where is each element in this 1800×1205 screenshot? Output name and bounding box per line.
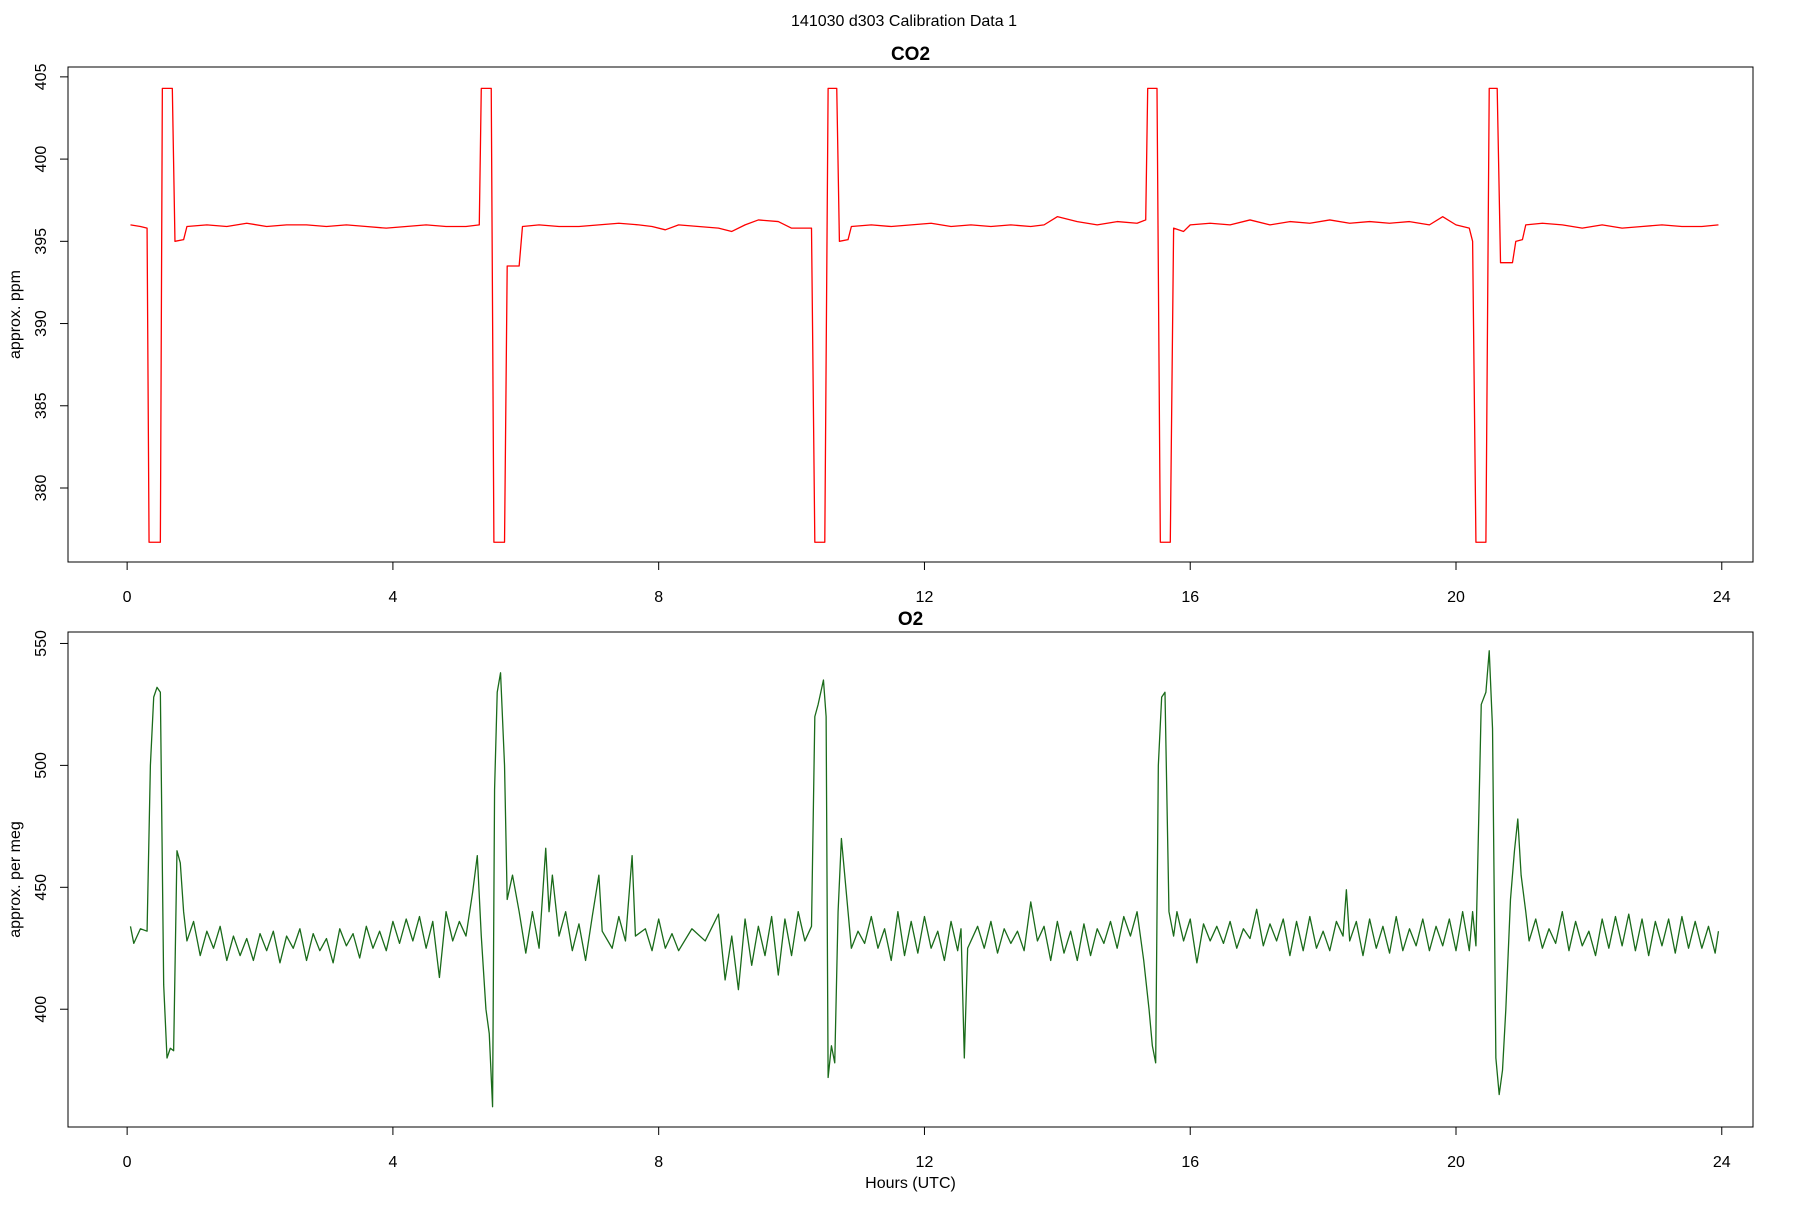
x-tick-label: 12: [916, 589, 934, 606]
x-tick-label: 12: [916, 1154, 934, 1171]
x-tick-label: 0: [123, 589, 132, 606]
x-tick-label: 8: [654, 589, 663, 606]
y-tick-label: 395: [33, 228, 50, 255]
y-tick-label: 500: [33, 752, 50, 779]
y-tick-label: 385: [33, 392, 50, 419]
y-tick-label: 390: [33, 310, 50, 337]
figure-title: 141030 d303 Calibration Data 1: [791, 13, 1017, 30]
plot-frame: [67, 66, 1754, 563]
x-tick-label: 8: [654, 1154, 663, 1171]
y-tick-label: 400: [33, 146, 50, 173]
y-axis-label: approx. per meg: [7, 821, 24, 938]
x-tick-label: 24: [1713, 589, 1731, 606]
y-tick-label: 400: [33, 996, 50, 1023]
x-tick-label: 4: [388, 589, 397, 606]
x-tick-label: 4: [388, 1154, 397, 1171]
x-tick-label: 20: [1447, 1154, 1465, 1171]
plot-frame: [67, 631, 1754, 1128]
x-tick-label: 16: [1181, 1154, 1199, 1171]
y-tick-label: 550: [33, 630, 50, 657]
y-tick-label: 380: [33, 475, 50, 502]
y-tick-label: 405: [33, 63, 50, 90]
x-tick-label: 0: [123, 1154, 132, 1171]
x-tick-label: 20: [1447, 589, 1465, 606]
data-line: [130, 87, 1719, 543]
panel-title: O2: [898, 609, 923, 630]
y-axis-label: approx. ppm: [7, 270, 24, 359]
x-tick-label: 16: [1181, 589, 1199, 606]
data-line: [129, 650, 1720, 1108]
y-tick-label: 450: [33, 874, 50, 901]
x-tick-label: 24: [1713, 1154, 1731, 1171]
panel-title: CO2: [891, 44, 930, 65]
x-axis-label: Hours (UTC): [865, 1175, 956, 1192]
